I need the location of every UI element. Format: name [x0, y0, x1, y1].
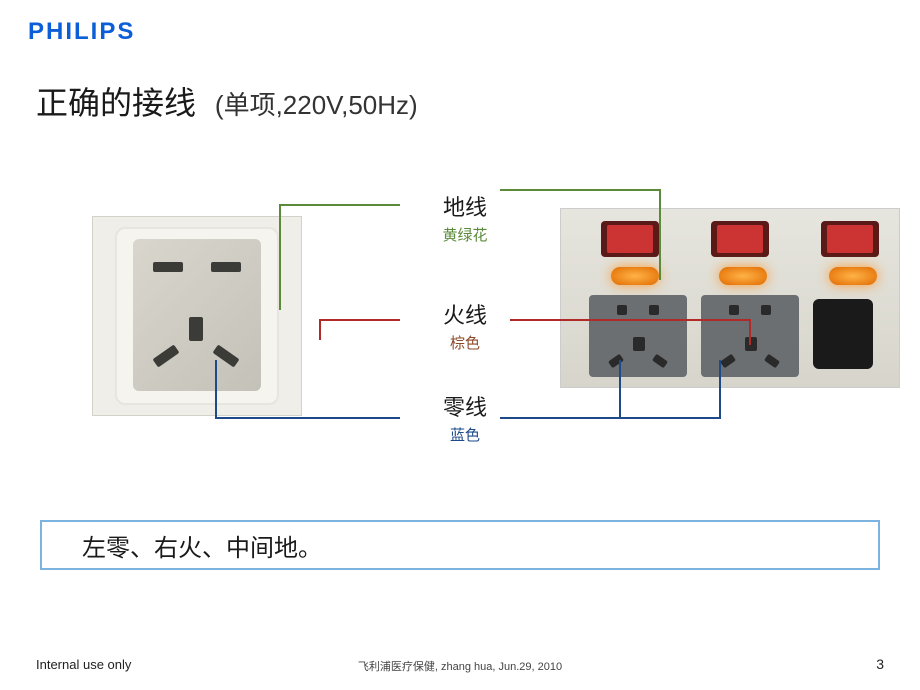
- label-ground: 地线 黄绿花: [400, 190, 530, 245]
- label-neutral: 零线 蓝色: [400, 390, 530, 445]
- ground-color: 黄绿花: [400, 224, 530, 245]
- brand-logo: PHILIPS: [28, 18, 135, 46]
- power-strip-image: [560, 208, 900, 388]
- wall-outlet-image: [92, 216, 302, 416]
- neutral-color: 蓝色: [400, 424, 530, 445]
- neutral-name: 零线: [400, 390, 530, 422]
- title-sub: (单项,220V,50Hz): [215, 90, 418, 120]
- ground-name: 地线: [400, 190, 530, 222]
- label-live: 火线 棕色: [400, 298, 530, 353]
- live-name: 火线: [400, 298, 530, 330]
- footer-author: 飞利浦医疗保健, zhang hua, Jun.29, 2010: [358, 658, 562, 674]
- summary-text: 左零、右火、中间地。: [82, 528, 322, 563]
- page-number: 3: [876, 656, 884, 672]
- wiring-diagram: 地线 黄绿花 火线 棕色 零线 蓝色: [0, 150, 920, 470]
- title-main: 正确的接线: [36, 85, 196, 121]
- slide-title: 正确的接线 (单项,220V,50Hz): [36, 78, 418, 124]
- live-line-left: [320, 320, 400, 340]
- live-color: 棕色: [400, 332, 530, 353]
- summary-rule-box: 左零、右火、中间地。: [40, 520, 880, 570]
- footer-confidentiality: Internal use only: [36, 657, 131, 672]
